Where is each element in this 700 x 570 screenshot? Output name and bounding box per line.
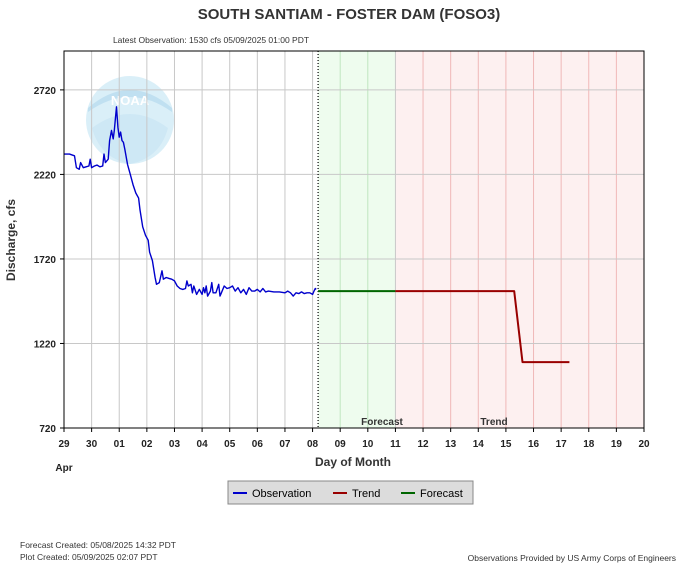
plot-created-text: Plot Created: 05/09/2025 02:07 PDT [20, 552, 158, 562]
noaa-logo: NOAA [86, 76, 174, 164]
series-trend-line [395, 290, 570, 364]
x-tick-label: 06 [252, 439, 264, 450]
y-axis-label: Discharge, cfs [4, 199, 18, 281]
plot-border [63, 50, 645, 429]
x-tick-label: 10 [362, 439, 374, 450]
x-tick-label: 15 [500, 439, 512, 450]
x-tick-label: 20 [638, 439, 650, 450]
legend: Observation Trend Forecast [227, 480, 474, 505]
series-observation-line [64, 106, 317, 297]
zone-labels: Forecast Trend [361, 417, 507, 428]
x-tick-label: 01 [114, 439, 126, 450]
y-tick-label: 2220 [34, 170, 57, 181]
grid-lines [64, 51, 644, 428]
x-tick-label: 04 [197, 439, 209, 450]
y-tick-label: 1220 [34, 339, 57, 350]
x-tick-label: 18 [583, 439, 595, 450]
series-layer [64, 106, 570, 364]
noaa-logo-text: NOAA [111, 93, 150, 108]
x-tick-label: 12 [417, 439, 429, 450]
x-tick-label: 09 [335, 439, 347, 450]
trend-zone [395, 51, 644, 428]
legend-forecast-label: Forecast [420, 488, 463, 500]
x-tick-label: 11 [390, 439, 401, 450]
x-tick-label: 30 [86, 439, 98, 450]
forecast-created-text: Forecast Created: 05/08/2025 14:32 PDT [20, 540, 176, 550]
x-tick-label: 19 [611, 439, 623, 450]
y-axis-ticks: 720 1220 1720 2220 2720 [34, 86, 64, 435]
chart-title: SOUTH SANTIAM - FOSTER DAM (FOSO3) [198, 6, 501, 23]
x-tick-label: 17 [556, 439, 568, 450]
x-tick-label: 29 [58, 439, 70, 450]
x-tick-label: 03 [169, 439, 181, 450]
x-tick-label: 02 [141, 439, 153, 450]
x-tick-label: 05 [224, 439, 236, 450]
x-tick-label: 08 [307, 439, 319, 450]
x-tick-label: 16 [528, 439, 540, 450]
latest-observation-subtitle: Latest Observation: 1530 cfs 05/09/2025 … [113, 35, 309, 45]
x-axis-label: Day of Month [315, 455, 391, 469]
forecast-zone [318, 51, 396, 428]
y-tick-label: 1720 [34, 255, 57, 266]
month-label: Apr [55, 463, 72, 474]
x-tick-label: 14 [473, 439, 485, 450]
data-provider-text: Observations Provided by US Army Corps o… [468, 553, 676, 563]
x-tick-label: 13 [445, 439, 457, 450]
y-tick-label: 2720 [34, 86, 57, 97]
legend-observation-label: Observation [252, 488, 311, 500]
x-tick-label: 07 [279, 439, 291, 450]
legend-box [227, 480, 474, 505]
x-axis-ticks: 29 30 01 02 03 04 05 06 07 08 09 10 11 12 13 14 15 16 17 18… [58, 428, 650, 450]
y-tick-label: 720 [39, 424, 56, 435]
trend-zone-label: Trend [480, 417, 507, 428]
forecast-zone-label: Forecast [361, 417, 403, 428]
legend-trend-label: Trend [352, 488, 380, 500]
